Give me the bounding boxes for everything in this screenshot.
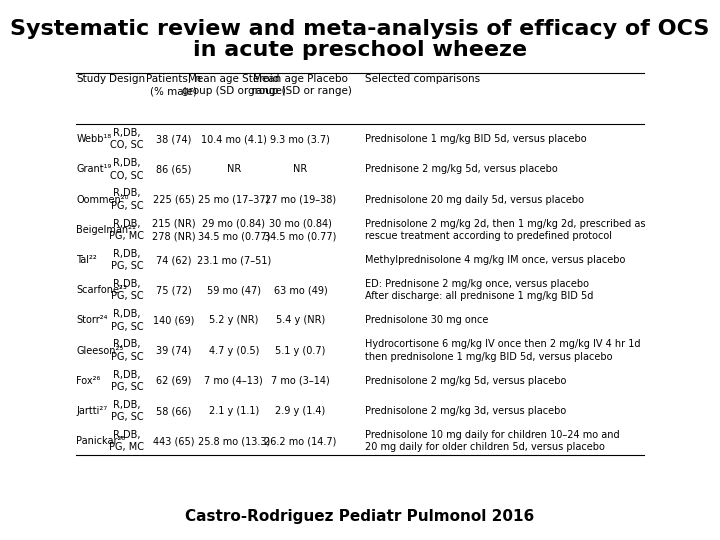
Text: Castro-Rodriguez Pediatr Pulmonol 2016: Castro-Rodriguez Pediatr Pulmonol 2016 [185, 509, 535, 524]
Text: Prednisolone 2 mg/kg 3d, versus placebo: Prednisolone 2 mg/kg 3d, versus placebo [364, 406, 566, 416]
Text: Systematic review and meta-analysis of efficacy of OCS: Systematic review and meta-analysis of e… [10, 19, 710, 39]
Text: 38 (74): 38 (74) [156, 134, 192, 144]
Text: R,DB,
CO, SC: R,DB, CO, SC [110, 158, 143, 181]
Text: 9.3 mo (3.7): 9.3 mo (3.7) [271, 134, 330, 144]
Text: NR: NR [227, 165, 241, 174]
Text: 10.4 mo (4.1): 10.4 mo (4.1) [201, 134, 267, 144]
Text: R,DB,
PG, SC: R,DB, PG, SC [110, 249, 143, 271]
Text: Study: Study [76, 74, 107, 84]
Text: R,DB,
PG, SC: R,DB, PG, SC [110, 400, 143, 422]
Text: Hydrocortisone 6 mg/kg IV once then 2 mg/kg IV 4 hr 1d
then prednisolone 1 mg/kg: Hydrocortisone 6 mg/kg IV once then 2 mg… [364, 340, 640, 362]
Text: NR: NR [293, 165, 307, 174]
Text: 25.8 mo (13.3): 25.8 mo (13.3) [198, 436, 270, 446]
Text: 7 mo (3–14): 7 mo (3–14) [271, 376, 330, 386]
Text: Grant¹⁹: Grant¹⁹ [76, 165, 112, 174]
Text: R,DB,
CO, SC: R,DB, CO, SC [110, 128, 143, 151]
Text: R,DB,
PG, SC: R,DB, PG, SC [110, 309, 143, 332]
Text: in acute preschool wheeze: in acute preschool wheeze [193, 40, 527, 60]
Text: Design: Design [109, 74, 145, 84]
Text: Jartti²⁷: Jartti²⁷ [76, 406, 107, 416]
Text: 74 (62): 74 (62) [156, 255, 192, 265]
Text: 30 mo (0.84)
34.5 mo (0.77): 30 mo (0.84) 34.5 mo (0.77) [264, 219, 336, 241]
Text: 140 (69): 140 (69) [153, 315, 194, 326]
Text: Storr²⁴: Storr²⁴ [76, 315, 108, 326]
Text: R,DB,
PG, MC: R,DB, PG, MC [109, 430, 144, 453]
Text: 2.9 y (1.4): 2.9 y (1.4) [275, 406, 325, 416]
Text: Methylprednisolone 4 mg/kg IM once, versus placebo: Methylprednisolone 4 mg/kg IM once, vers… [364, 255, 625, 265]
Text: 225 (65): 225 (65) [153, 195, 194, 205]
Text: ED: Prednisone 2 mg/kg once, versus placebo
After discharge: all prednisone 1 mg: ED: Prednisone 2 mg/kg once, versus plac… [364, 279, 593, 301]
Text: Mean age Steroid
group (SD or range): Mean age Steroid group (SD or range) [182, 74, 286, 96]
Text: 23.1 mo (7–51): 23.1 mo (7–51) [197, 255, 271, 265]
Text: R,DB,
PG, SC: R,DB, PG, SC [110, 188, 143, 211]
Text: Prednisolone 10 mg daily for children 10–24 mo and
20 mg daily for older childre: Prednisolone 10 mg daily for children 10… [364, 430, 619, 453]
Text: Prednisolone 20 mg daily 5d, versus placebo: Prednisolone 20 mg daily 5d, versus plac… [364, 195, 584, 205]
Text: 5.2 y (NR): 5.2 y (NR) [210, 315, 258, 326]
Text: Prednisolone 1 mg/kg BID 5d, versus placebo: Prednisolone 1 mg/kg BID 5d, versus plac… [364, 134, 586, 144]
Text: R,DB,
PG, MC: R,DB, PG, MC [109, 219, 144, 241]
Text: Prednisolone 30 mg once: Prednisolone 30 mg once [364, 315, 488, 326]
Text: Prednisolone 2 mg/kg 5d, versus placebo: Prednisolone 2 mg/kg 5d, versus placebo [364, 376, 566, 386]
Text: 62 (69): 62 (69) [156, 376, 192, 386]
Text: Webb¹⁸: Webb¹⁸ [76, 134, 112, 144]
Text: 26.2 mo (14.7): 26.2 mo (14.7) [264, 436, 336, 446]
Text: Patients, n
(% male): Patients, n (% male) [146, 74, 202, 96]
Text: 215 (NR)
278 (NR): 215 (NR) 278 (NR) [152, 219, 196, 241]
Text: 4.7 y (0.5): 4.7 y (0.5) [209, 346, 259, 356]
Text: 25 mo (17–37): 25 mo (17–37) [198, 195, 269, 205]
Text: Mean age Placebo
group (SD or range): Mean age Placebo group (SD or range) [248, 74, 352, 96]
Text: Gleeson²⁵: Gleeson²⁵ [76, 346, 124, 356]
Text: R,DB,
PG, SC: R,DB, PG, SC [110, 369, 143, 392]
Text: 58 (66): 58 (66) [156, 406, 192, 416]
Text: 39 (74): 39 (74) [156, 346, 192, 356]
Text: R,DB,
PG, SC: R,DB, PG, SC [110, 279, 143, 301]
Text: 29 mo (0.84)
34.5 mo (0.77): 29 mo (0.84) 34.5 mo (0.77) [198, 219, 270, 241]
Text: 86 (65): 86 (65) [156, 165, 192, 174]
Text: 75 (72): 75 (72) [156, 285, 192, 295]
Text: 59 mo (47): 59 mo (47) [207, 285, 261, 295]
Text: Scarfone²³: Scarfone²³ [76, 285, 127, 295]
Text: 63 mo (49): 63 mo (49) [274, 285, 328, 295]
Text: Tal²²: Tal²² [76, 255, 97, 265]
Text: 27 mo (19–38): 27 mo (19–38) [265, 195, 336, 205]
Text: 2.1 y (1.1): 2.1 y (1.1) [209, 406, 259, 416]
Text: Panickar²⁸: Panickar²⁸ [76, 436, 126, 446]
Text: Oommen²⁰: Oommen²⁰ [76, 195, 129, 205]
Text: Selected comparisons: Selected comparisons [364, 74, 480, 84]
Text: Fox²⁶: Fox²⁶ [76, 376, 101, 386]
Text: Prednisolone 2 mg/kg 2d, then 1 mg/kg 2d, prescribed as
rescue treatment accordi: Prednisolone 2 mg/kg 2d, then 1 mg/kg 2d… [364, 219, 645, 241]
Text: Prednisone 2 mg/kg 5d, versus placebo: Prednisone 2 mg/kg 5d, versus placebo [364, 165, 557, 174]
Text: 5.1 y (0.7): 5.1 y (0.7) [275, 346, 325, 356]
Text: R,DB,
PG, SC: R,DB, PG, SC [110, 340, 143, 362]
Text: 7 mo (4–13): 7 mo (4–13) [204, 376, 264, 386]
Text: 443 (65): 443 (65) [153, 436, 194, 446]
Text: 5.4 y (NR): 5.4 y (NR) [276, 315, 325, 326]
Text: Beigelman²¹: Beigelman²¹ [76, 225, 136, 235]
